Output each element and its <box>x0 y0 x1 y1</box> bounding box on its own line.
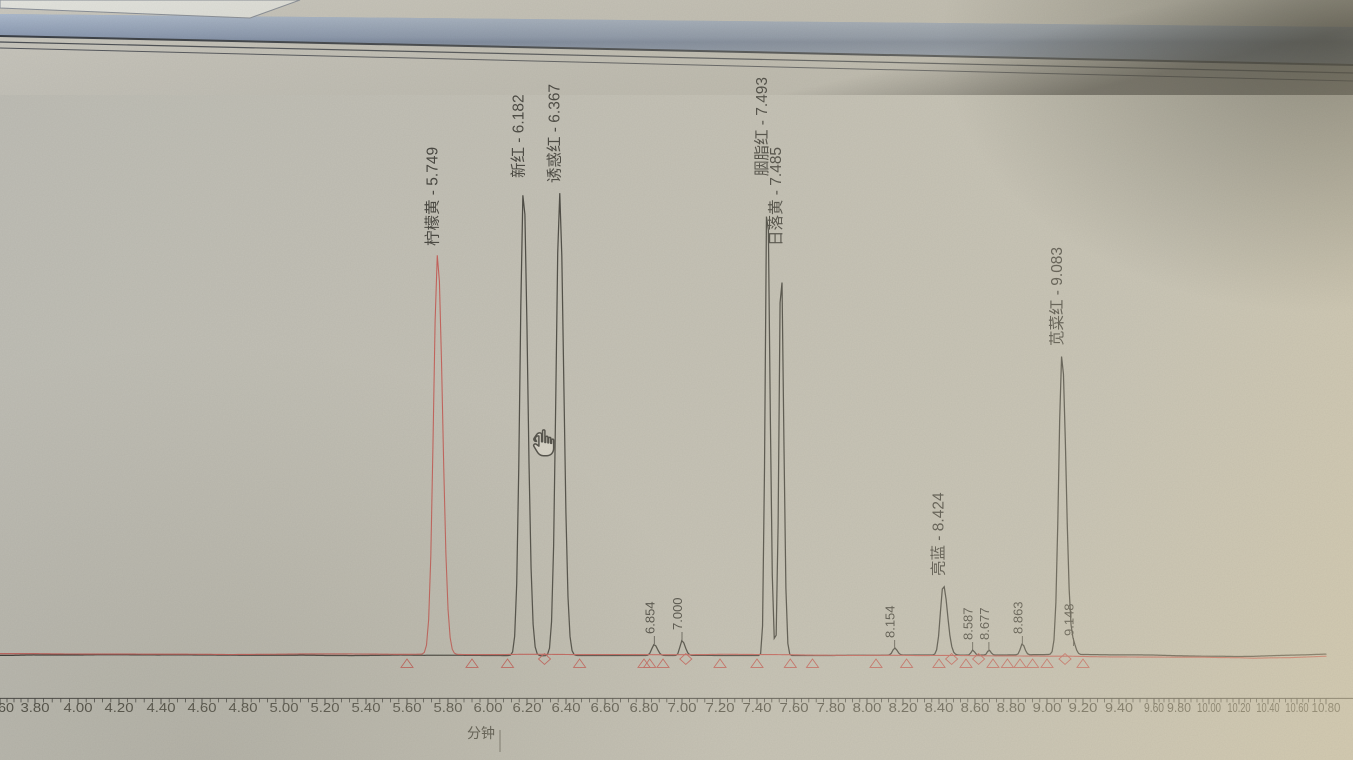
svg-text:柠檬黄 - 5.749: 柠檬黄 - 5.749 <box>424 147 442 246</box>
svg-text:7.00: 7.00 <box>668 700 697 715</box>
svg-text:7.80: 7.80 <box>817 700 846 715</box>
svg-text:5.40: 5.40 <box>352 700 381 715</box>
svg-text:8.00: 8.00 <box>853 700 882 715</box>
svg-text:苋菜红 - 9.083: 苋菜红 - 9.083 <box>1048 247 1066 346</box>
svg-text:5.80: 5.80 <box>434 700 463 715</box>
svg-text:7.000: 7.000 <box>670 597 685 630</box>
svg-text:6.00: 6.00 <box>474 700 503 715</box>
svg-text:6.80: 6.80 <box>630 700 659 715</box>
svg-text:10.60: 10.60 <box>1285 700 1308 715</box>
svg-text:分钟: 分钟 <box>467 725 495 741</box>
svg-text:10.80: 10.80 <box>1312 700 1341 715</box>
svg-text:10.40: 10.40 <box>1256 700 1279 715</box>
svg-text:3.80: 3.80 <box>21 700 50 715</box>
svg-text:7.20: 7.20 <box>706 700 735 715</box>
svg-text:9.60: 9.60 <box>1144 700 1164 715</box>
svg-text:8.80: 8.80 <box>997 700 1026 715</box>
svg-text:7.60: 7.60 <box>780 700 809 715</box>
svg-text:8.587: 8.587 <box>961 607 976 640</box>
svg-text:10.00: 10.00 <box>1197 700 1221 715</box>
svg-text:6.60: 6.60 <box>591 700 620 715</box>
svg-text:9.80: 9.80 <box>1167 700 1191 715</box>
svg-text:8.40: 8.40 <box>925 700 954 715</box>
svg-text:4.40: 4.40 <box>147 700 176 715</box>
svg-text:5.20: 5.20 <box>311 700 340 715</box>
svg-text:诱惑红 - 6.367: 诱惑红 - 6.367 <box>546 84 564 183</box>
svg-text:3.60: 3.60 <box>0 700 14 715</box>
svg-text:新红 - 6.182: 新红 - 6.182 <box>510 94 528 178</box>
svg-text:9.20: 9.20 <box>1069 700 1098 715</box>
svg-text:8.677: 8.677 <box>977 607 992 640</box>
svg-text:9.00: 9.00 <box>1033 700 1062 715</box>
svg-text:6.40: 6.40 <box>552 700 581 715</box>
svg-text:9.148: 9.148 <box>1062 603 1077 636</box>
svg-text:10.20: 10.20 <box>1227 700 1250 715</box>
svg-text:6.854: 6.854 <box>642 601 657 634</box>
svg-text:8.20: 8.20 <box>889 700 918 715</box>
svg-text:亮蓝 - 8.424: 亮蓝 - 8.424 <box>929 492 947 576</box>
svg-text:8.154: 8.154 <box>883 605 898 638</box>
svg-text:7.40: 7.40 <box>743 700 772 715</box>
svg-text:4.00: 4.00 <box>64 700 93 715</box>
svg-text:4.60: 4.60 <box>188 700 217 715</box>
svg-text:6.20: 6.20 <box>513 700 542 715</box>
svg-text:8.60: 8.60 <box>961 700 990 715</box>
svg-text:日落黄 - 7.485: 日落黄 - 7.485 <box>767 147 785 246</box>
svg-text:9.40: 9.40 <box>1105 700 1133 715</box>
svg-text:4.80: 4.80 <box>229 700 258 715</box>
svg-text:4.20: 4.20 <box>105 700 134 715</box>
svg-text:5.60: 5.60 <box>393 700 422 715</box>
svg-text:5.00: 5.00 <box>270 700 299 715</box>
svg-text:8.863: 8.863 <box>1010 601 1025 634</box>
